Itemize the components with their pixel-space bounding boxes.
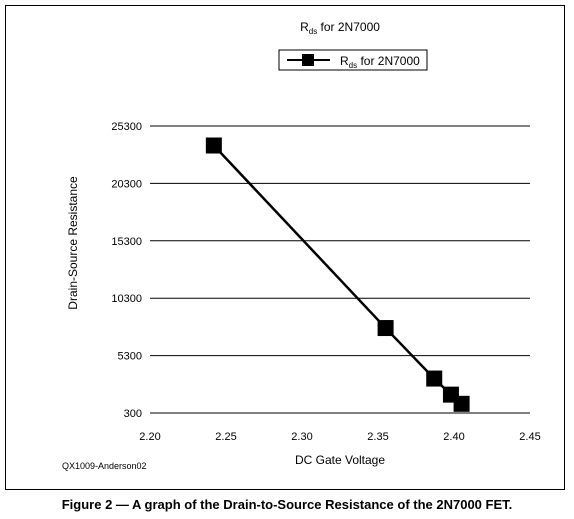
data-point-1 (377, 320, 394, 337)
y-tick-label-5: 300 (124, 408, 142, 420)
chart-title: Rds for 2N7000 (300, 20, 380, 36)
series-group (205, 137, 470, 412)
figure-id: QX1009-Anderson02 (62, 461, 147, 471)
y-axis-label: Drain-Source Resistance (66, 176, 80, 310)
x-tick-label-2: 2.30 (291, 431, 312, 443)
y-tick-label-2: 15300 (111, 236, 142, 248)
x-tick-label-1: 2.25 (215, 431, 236, 443)
y-tick-label-4: 5300 (118, 351, 142, 363)
data-point-4 (453, 395, 470, 412)
y-tick-label-0: 25300 (111, 121, 142, 133)
legend: Rds for 2N7000 (278, 49, 428, 71)
x-tick-label-3: 2.35 (367, 431, 388, 443)
series-line-0 (212, 144, 463, 405)
figure-caption: Figure 2 — A graph of the Drain-to-Sourc… (61, 497, 513, 512)
x-tick-label-4: 2.40 (443, 431, 464, 443)
chart: Rds for 2N7000 Rds for 2N7000 25300 20300… (62, 20, 541, 471)
x-tick-label-5: 2.45 (519, 431, 540, 443)
y-tick-labels: 25300 20300 15300 10300 5300 300 (111, 121, 142, 420)
x-tick-labels: 2.20 2.25 2.30 2.35 2.40 2.45 (139, 431, 540, 443)
data-point-0 (205, 137, 222, 154)
chart-frame (5, 5, 565, 490)
y-tick-label-1: 20300 (111, 178, 142, 190)
data-point-2 (426, 370, 443, 387)
legend-label: Rds for 2N7000 (340, 54, 420, 70)
legend-marker (302, 54, 314, 66)
x-tick-label-0: 2.20 (139, 431, 160, 443)
x-axis-label: DC Gate Voltage (295, 453, 385, 467)
gridlines (150, 125, 530, 414)
y-tick-label-3: 10300 (111, 293, 142, 305)
